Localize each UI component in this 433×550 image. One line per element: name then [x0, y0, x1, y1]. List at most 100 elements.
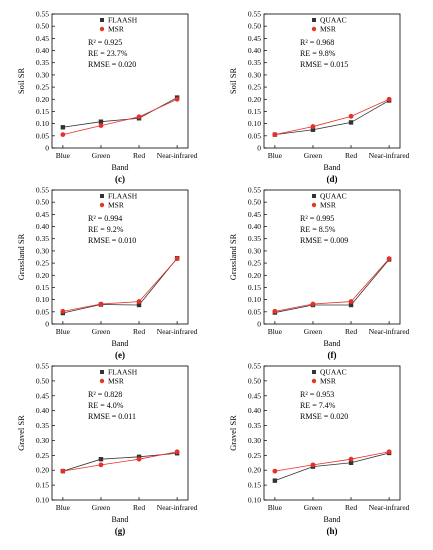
data-point — [98, 301, 104, 307]
chart-panel: 0 0.05 0.10 0.15 0.20 0.25 0.30 0.35 0.40 0.45 0.5… — [228, 186, 410, 361]
y-tick-label: 0.15 — [248, 481, 261, 490]
y-tick-label: 0.30 — [248, 436, 261, 445]
x-tick-label: Blue — [56, 503, 71, 512]
x-tick-label: Red — [345, 151, 357, 160]
y-tick-label: 0.45 — [248, 34, 261, 43]
y-tick-label: 0.30 — [248, 246, 261, 255]
legend-marker — [312, 370, 316, 374]
stats-annotation: RMSE = 0.020 — [88, 60, 136, 69]
y-tick-label: 0.10 — [36, 496, 49, 505]
stats-annotation: RE = 8.5% — [300, 225, 336, 234]
y-tick-label: 0.50 — [248, 376, 261, 385]
legend-marker — [311, 378, 317, 384]
data-point — [272, 308, 278, 314]
y-tick-label: 0.40 — [36, 406, 49, 415]
series-line — [274, 98, 390, 135]
legend-label: MSR — [108, 377, 124, 386]
x-tick-label: Green — [92, 327, 111, 336]
y-tick-label: 0.15 — [36, 481, 49, 490]
y-tick-label: 0.25 — [248, 259, 261, 268]
y-axis-label: Grassland SR — [228, 233, 238, 280]
data-point — [98, 462, 104, 468]
x-tick-label: Red — [345, 327, 357, 336]
y-tick-label: 0.55 — [36, 186, 49, 195]
series-line — [62, 98, 178, 135]
y-tick-label: 0.15 — [36, 107, 49, 116]
panel-label: (f) — [328, 350, 337, 360]
x-tick-label: Red — [133, 327, 145, 336]
legend-label: MSR — [108, 201, 124, 210]
panel-label: (g) — [115, 526, 126, 536]
y-axis-label: Grassland SR — [16, 233, 26, 280]
y-tick-label: 0.50 — [36, 22, 49, 31]
stats-annotation: R² = 0.994 — [88, 214, 122, 223]
y-tick-label: 0.20 — [36, 95, 49, 104]
data-point — [272, 478, 278, 483]
data-point — [386, 256, 392, 262]
y-tick-label: 0.55 — [248, 186, 261, 195]
series-line — [62, 257, 178, 314]
x-tick-label: Red — [345, 503, 357, 512]
data-point — [348, 120, 354, 125]
series-line — [62, 451, 178, 472]
data-point — [272, 468, 278, 474]
y-tick-label: 0.35 — [36, 58, 49, 67]
y-tick-label: 0.20 — [248, 95, 261, 104]
series-line — [274, 258, 390, 312]
stats-annotation: R² = 0.828 — [88, 390, 122, 399]
y-tick-label: 0.10 — [248, 119, 261, 128]
stats-annotation: RE = 9.8% — [300, 49, 336, 58]
plot-frame — [51, 13, 189, 149]
x-tick-label: Near-infrared — [369, 151, 410, 160]
x-tick-label: Near-infrared — [157, 327, 198, 336]
data-point — [310, 127, 316, 132]
legend-marker — [99, 26, 105, 32]
series-line — [274, 259, 390, 313]
stats-annotation: R² = 0.968 — [300, 38, 334, 47]
y-tick-label: 0.45 — [36, 34, 49, 43]
x-tick-label: Green — [304, 503, 323, 512]
chart-panel: 0 0.05 0.10 0.15 0.20 0.25 0.30 0.35 0.40 0.45 0.5… — [16, 186, 198, 361]
data-point — [98, 119, 104, 124]
y-tick-label: 0.45 — [248, 210, 261, 219]
y-tick-label: 0.30 — [36, 436, 49, 445]
y-tick-label: 0.25 — [248, 451, 261, 460]
series-line — [62, 258, 178, 312]
y-tick-label: 0 — [257, 320, 261, 329]
legend-label: MSR — [320, 377, 336, 386]
y-tick-label: 0.10 — [36, 119, 49, 128]
data-point — [60, 468, 66, 474]
y-tick-label: 0.30 — [36, 246, 49, 255]
y-tick-label: 0 — [45, 144, 49, 153]
stats-annotation: R² = 0.995 — [300, 214, 334, 223]
x-axis-label: Band — [324, 339, 341, 348]
legend-label: MSR — [108, 25, 124, 34]
data-point — [348, 460, 354, 465]
y-tick-label: 0.25 — [36, 83, 49, 92]
y-tick-label: 0.50 — [36, 376, 49, 385]
legend-marker — [312, 194, 316, 198]
x-axis-label: Band — [324, 515, 341, 524]
legend-label: FLAASH — [108, 16, 138, 25]
stats-annotation: RE = 4.0% — [88, 401, 124, 410]
stats-annotation: R² = 0.925 — [88, 38, 122, 47]
x-tick-label: Red — [133, 151, 145, 160]
chart-panel: 0 0.05 0.10 0.15 0.20 0.25 0.30 0.35 0.40 0.45 0.5… — [228, 10, 410, 185]
x-tick-label: Near-infrared — [369, 327, 410, 336]
data-point — [60, 308, 66, 314]
legend-marker — [100, 18, 104, 22]
legend-marker — [99, 378, 105, 384]
stats-annotation: RMSE = 0.015 — [300, 60, 348, 69]
y-tick-label: 0.30 — [248, 70, 261, 79]
data-point — [174, 256, 180, 262]
legend-label: QUAAC — [320, 368, 347, 377]
x-tick-label: Blue — [268, 151, 283, 160]
y-tick-label: 0.40 — [36, 46, 49, 55]
plot-frame — [263, 189, 401, 325]
series-line — [62, 452, 178, 472]
data-point — [174, 96, 180, 102]
y-tick-label: 0.05 — [36, 307, 49, 316]
plot-frame — [51, 365, 189, 501]
series-line — [274, 452, 390, 482]
